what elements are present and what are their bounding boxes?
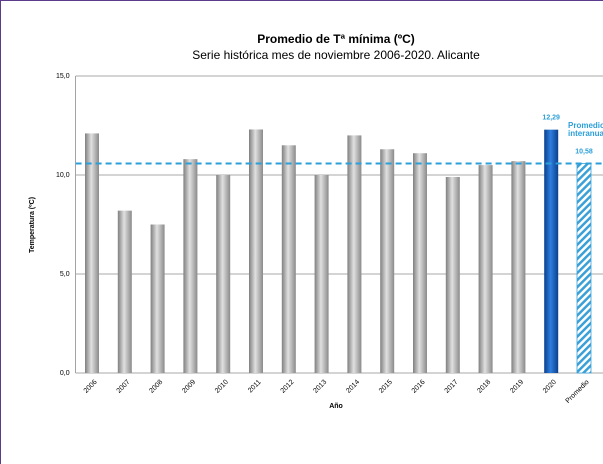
x-axis-label: Año [329,403,343,410]
average-annotation: interanual [568,129,603,138]
chart-title: Promedio de Tª mínima (ºC) [257,32,415,46]
x-tick-label: 2014 [345,379,361,395]
y-tick-label: 15,0 [56,73,70,80]
x-tick-label: 2017 [444,379,460,395]
x-tick-label: 2019 [509,379,525,395]
x-tick-label: 2011 [247,379,263,395]
x-tick-label: 2010 [214,379,230,395]
x-tick-label: 2008 [148,379,164,395]
bar [511,161,526,373]
bar [216,175,231,373]
bar [85,133,99,373]
y-tick-label: 10,0 [56,172,70,179]
x-tick-label: 2016 [411,379,427,395]
x-tick-label: 2020 [542,379,558,395]
bar [183,159,198,373]
x-tick-label: 2012 [280,379,296,395]
bar [576,163,592,374]
value-label: 12,29 [542,115,560,122]
y-tick-label: 0,0 [60,370,70,377]
average-annotation: Promedio [568,121,603,130]
x-tick-label: Promedio [565,379,591,405]
x-tick-label: 2007 [116,379,132,395]
x-tick-label: 2015 [378,379,394,395]
x-tick-label: 2018 [476,379,492,395]
y-tick-label: 5,0 [60,271,70,278]
y-axis-label: Temperatura (ºC) [29,197,36,253]
bar [150,224,165,373]
bar [117,210,132,373]
bar [314,175,329,373]
chart-subtitle: Serie histórica mes de noviembre 2006-20… [192,48,480,62]
bar [478,165,493,373]
bar [281,145,296,373]
x-tick-label: 2006 [83,379,99,395]
x-tick-label: 2013 [312,379,328,395]
bar [413,153,427,373]
x-tick-label: 2009 [181,379,197,395]
bar [544,129,559,373]
bar [380,149,395,373]
bar [249,129,263,373]
value-label: 10,58 [575,148,593,155]
bar [347,135,362,373]
bar [445,176,460,373]
